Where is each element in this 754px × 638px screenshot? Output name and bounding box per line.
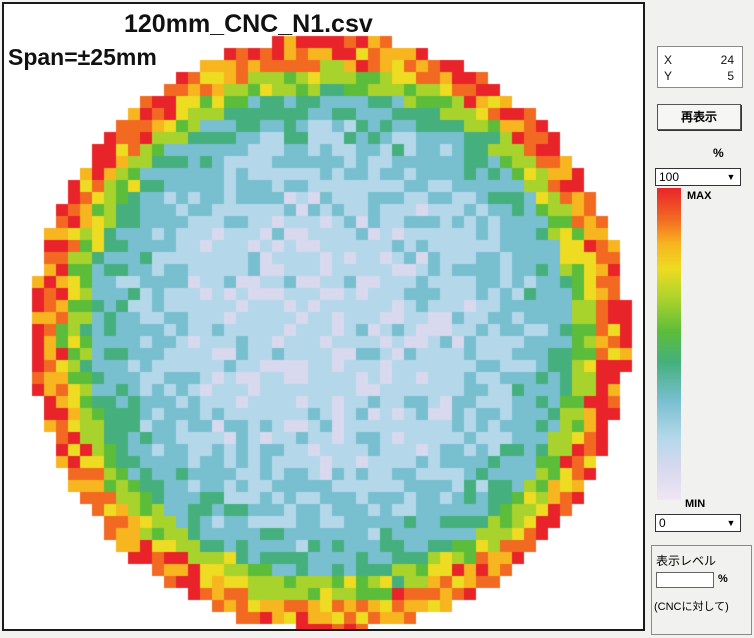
display-level-group: 表示レベル % (CNCに対して) — [651, 545, 752, 635]
min-label: MIN — [685, 498, 706, 510]
percent-unit-label: % — [713, 146, 724, 160]
max-percent-value: 100 — [659, 170, 680, 184]
flatness-heatmap[interactable] — [4, 4, 643, 629]
min-percent-select[interactable]: 0 ▼ — [655, 514, 741, 532]
color-scale-bar — [657, 188, 681, 500]
control-sidebar: X 24 Y 5 再表示 % 100 ▼ MAX MIN 0 ▼ 表示レベル %… — [649, 0, 754, 638]
redisplay-button[interactable]: 再表示 — [657, 104, 741, 130]
min-percent-value: 0 — [659, 516, 666, 530]
display-level-title: 表示レベル — [656, 554, 717, 568]
display-level-unit: % — [718, 573, 728, 585]
display-level-note: (CNCに対して) — [654, 601, 729, 613]
max-percent-select[interactable]: 100 ▼ — [655, 168, 741, 186]
chevron-down-icon[interactable]: ▼ — [726, 172, 736, 182]
max-label: MAX — [687, 190, 712, 202]
chevron-down-icon[interactable]: ▼ — [726, 518, 736, 528]
heatmap-panel[interactable]: 120mm_CNC_N1.csv Span=±25mm — [2, 2, 645, 631]
span-label: Span=±25mm — [8, 44, 157, 70]
y-value: 5 — [727, 69, 734, 83]
y-label: Y — [664, 69, 673, 83]
file-title: 120mm_CNC_N1.csv — [124, 10, 373, 38]
display-level-input[interactable] — [656, 572, 714, 588]
x-label: X — [664, 53, 673, 67]
cursor-readout: X 24 Y 5 — [657, 46, 743, 88]
x-value: 24 — [720, 53, 734, 67]
